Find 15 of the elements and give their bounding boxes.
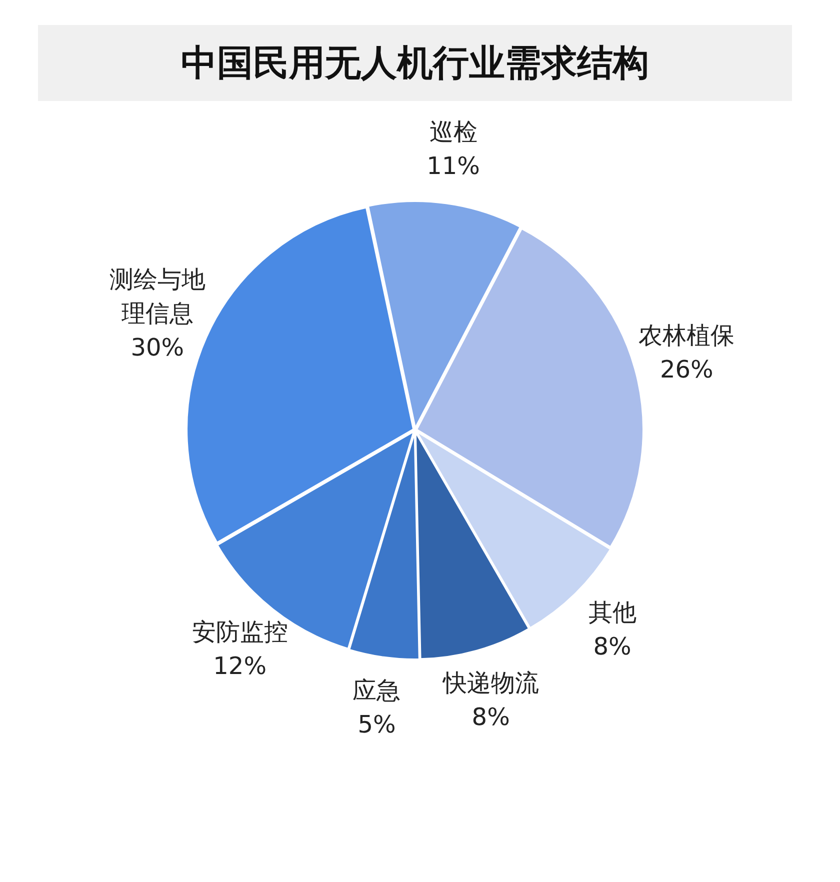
data-label: 8% bbox=[593, 632, 632, 661]
slice-label: 快递物流 bbox=[442, 668, 539, 697]
chart-title: 中国民用无人机行业需求结构 bbox=[38, 25, 792, 101]
slice-label: 其他 bbox=[588, 598, 636, 627]
data-label: 8% bbox=[472, 702, 510, 731]
slice-label: 农林植保 bbox=[638, 321, 735, 350]
data-label: 12% bbox=[213, 652, 267, 680]
data-label: 11% bbox=[426, 152, 480, 180]
slice-label: 应急 bbox=[352, 676, 401, 705]
slice-label: 巡检 bbox=[429, 118, 478, 146]
data-label: 26% bbox=[660, 355, 714, 384]
data-label: 30% bbox=[130, 334, 184, 362]
slice-label: 测绘与地理信息 bbox=[109, 266, 206, 328]
slice-label: 安防监控 bbox=[192, 618, 288, 646]
data-label: 5% bbox=[358, 710, 396, 739]
